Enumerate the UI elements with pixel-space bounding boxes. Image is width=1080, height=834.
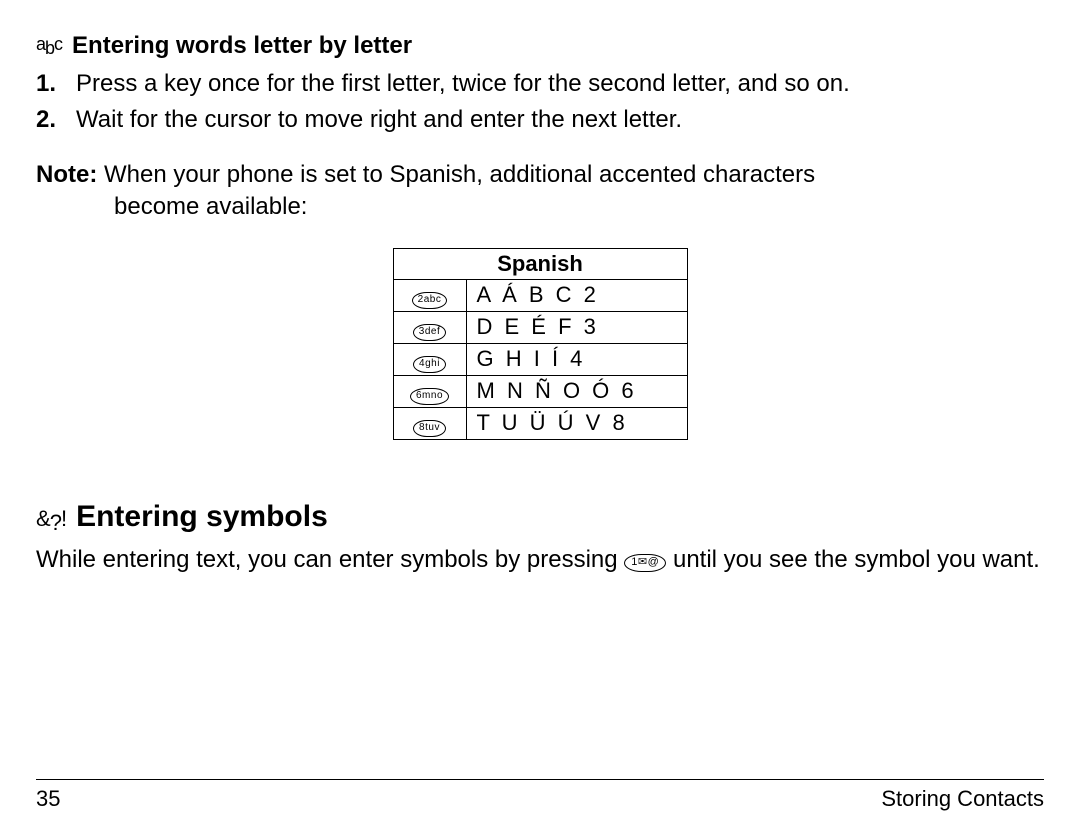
note-block: Note: When your phone is set to Spanish,…: [36, 159, 1044, 224]
step-text: Press a key once for the first letter, t…: [76, 68, 850, 100]
footer-rule: [36, 779, 1044, 780]
list-item: 1. Press a key once for the first letter…: [36, 68, 1044, 100]
key-cell: 4ghi: [393, 343, 466, 375]
key-2abc-icon: 2abc: [412, 292, 448, 309]
abc-icon-c: c: [54, 34, 62, 54]
note-text-line1: When your phone is set to Spanish, addit…: [104, 161, 815, 188]
key-1-icon: 1✉@: [624, 554, 666, 572]
page-number: 35: [36, 786, 60, 812]
note-label: Note:: [36, 161, 97, 188]
table-header-row: Spanish: [393, 248, 687, 279]
step-number: 2.: [36, 104, 58, 136]
table-row: 2abc A Á B C 2: [393, 279, 687, 311]
symbols-body-text: While entering text, you can enter symbo…: [36, 544, 1044, 576]
symbol-icon-amp: &: [36, 506, 50, 531]
chars-cell: T U Ü Ú V 8: [466, 407, 687, 439]
chars-cell: D E É F 3: [466, 311, 687, 343]
key-3def-icon: 3def: [413, 324, 446, 341]
table-header: Spanish: [393, 248, 687, 279]
section-heading-text: Entering words letter by letter: [72, 32, 412, 60]
abc-mode-icon: abc: [36, 34, 62, 59]
key-8tuv-icon: 8tuv: [413, 420, 446, 437]
page-footer: 35 Storing Contacts: [36, 779, 1044, 812]
symbols-body-pre: While entering text, you can enter symbo…: [36, 546, 624, 573]
key-cell: 6mno: [393, 375, 466, 407]
symbol-mode-icon: &?!: [36, 506, 66, 536]
note-text-line2: become available:: [114, 191, 1044, 223]
section-heading-letter-by-letter: abc Entering words letter by letter: [36, 32, 1044, 60]
table-row: 8tuv T U Ü Ú V 8: [393, 407, 687, 439]
key-cell: 3def: [393, 311, 466, 343]
table-row: 4ghi G H I Í 4: [393, 343, 687, 375]
chars-cell: M N Ñ O Ó 6: [466, 375, 687, 407]
step-number: 1.: [36, 68, 58, 100]
table-row: 6mno M N Ñ O Ó 6: [393, 375, 687, 407]
chars-cell: A Á B C 2: [466, 279, 687, 311]
manual-page: abc Entering words letter by letter 1. P…: [0, 0, 1080, 834]
symbol-icon-excl: !: [61, 506, 66, 531]
step-text: Wait for the cursor to move right and en…: [76, 104, 682, 136]
section-entering-symbols: &?! Entering symbols While entering text…: [36, 500, 1044, 576]
list-item: 2. Wait for the cursor to move right and…: [36, 104, 1044, 136]
footer-title: Storing Contacts: [881, 786, 1044, 812]
section-heading-symbols-text: Entering symbols: [76, 500, 328, 534]
chars-cell: G H I Í 4: [466, 343, 687, 375]
abc-icon-b: b: [45, 38, 54, 58]
abc-icon-a: a: [36, 34, 45, 54]
footer-row: 35 Storing Contacts: [36, 786, 1044, 812]
spanish-characters-table: Spanish 2abc A Á B C 2 3def D E É F 3 4g…: [393, 248, 688, 440]
key-6mno-icon: 6mno: [410, 388, 449, 405]
symbol-icon-q: ?: [50, 510, 61, 535]
key-cell: 8tuv: [393, 407, 466, 439]
steps-list: 1. Press a key once for the first letter…: [36, 68, 1044, 137]
section-heading-symbols: &?! Entering symbols: [36, 500, 1044, 536]
key-cell: 2abc: [393, 279, 466, 311]
symbols-body-post: until you see the symbol you want.: [666, 546, 1040, 573]
table-row: 3def D E É F 3: [393, 311, 687, 343]
key-4ghi-icon: 4ghi: [413, 356, 446, 373]
